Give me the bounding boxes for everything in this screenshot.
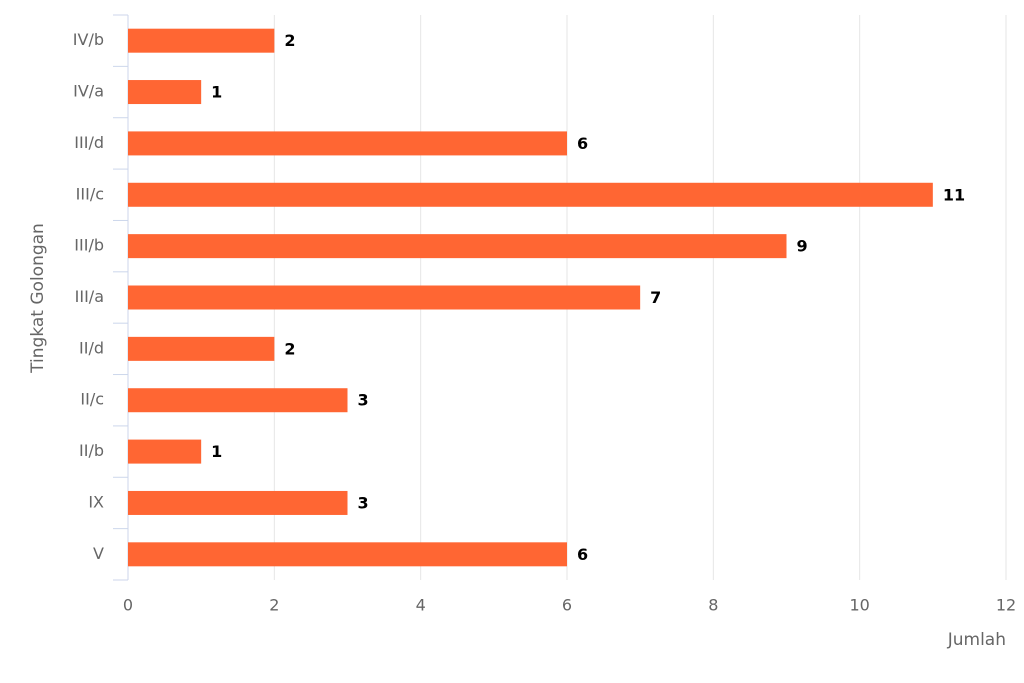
bar — [128, 285, 641, 310]
y-tick-label: II/b — [79, 441, 104, 460]
value-label: 9 — [797, 237, 808, 256]
y-tick-label: III/c — [76, 184, 104, 203]
value-label: 1 — [211, 442, 222, 461]
bar — [128, 439, 202, 464]
bar — [128, 542, 567, 567]
y-tick-label: II/d — [79, 338, 104, 357]
y-tick-label: III/a — [75, 287, 104, 306]
x-tick-label: 4 — [416, 596, 426, 615]
value-label: 7 — [650, 288, 661, 307]
value-label: 3 — [358, 493, 369, 512]
bar — [128, 131, 567, 156]
y-tick-label: V — [93, 544, 104, 563]
bar — [128, 234, 787, 259]
y-tick-label: IX — [88, 492, 104, 511]
x-axis-title: Jumlah — [947, 630, 1006, 650]
bar — [128, 490, 348, 515]
x-tick-label: 2 — [269, 596, 279, 615]
y-tick-label: IV/b — [73, 30, 104, 49]
y-tick-label: III/d — [74, 133, 104, 152]
value-label: 6 — [577, 134, 588, 153]
y-axis-title: Tingkat Golongan — [28, 223, 48, 374]
bar — [128, 80, 202, 105]
bar — [128, 336, 275, 361]
x-tick-label: 8 — [708, 596, 718, 615]
x-tick-label: 0 — [123, 596, 133, 615]
value-label: 3 — [358, 391, 369, 410]
bar — [128, 182, 933, 207]
value-label: 11 — [943, 185, 965, 204]
bar — [128, 388, 348, 413]
value-label: 1 — [211, 83, 222, 102]
bar — [128, 28, 275, 53]
x-tick-label: 10 — [849, 596, 869, 615]
x-tick-label: 6 — [562, 596, 572, 615]
y-tick-label: II/c — [80, 390, 104, 409]
y-tick-label: III/b — [74, 236, 104, 255]
value-label: 2 — [284, 31, 295, 50]
x-tick-label: 12 — [996, 596, 1016, 615]
value-label: 6 — [577, 545, 588, 564]
y-tick-label: IV/a — [73, 82, 104, 101]
value-label: 2 — [284, 339, 295, 358]
